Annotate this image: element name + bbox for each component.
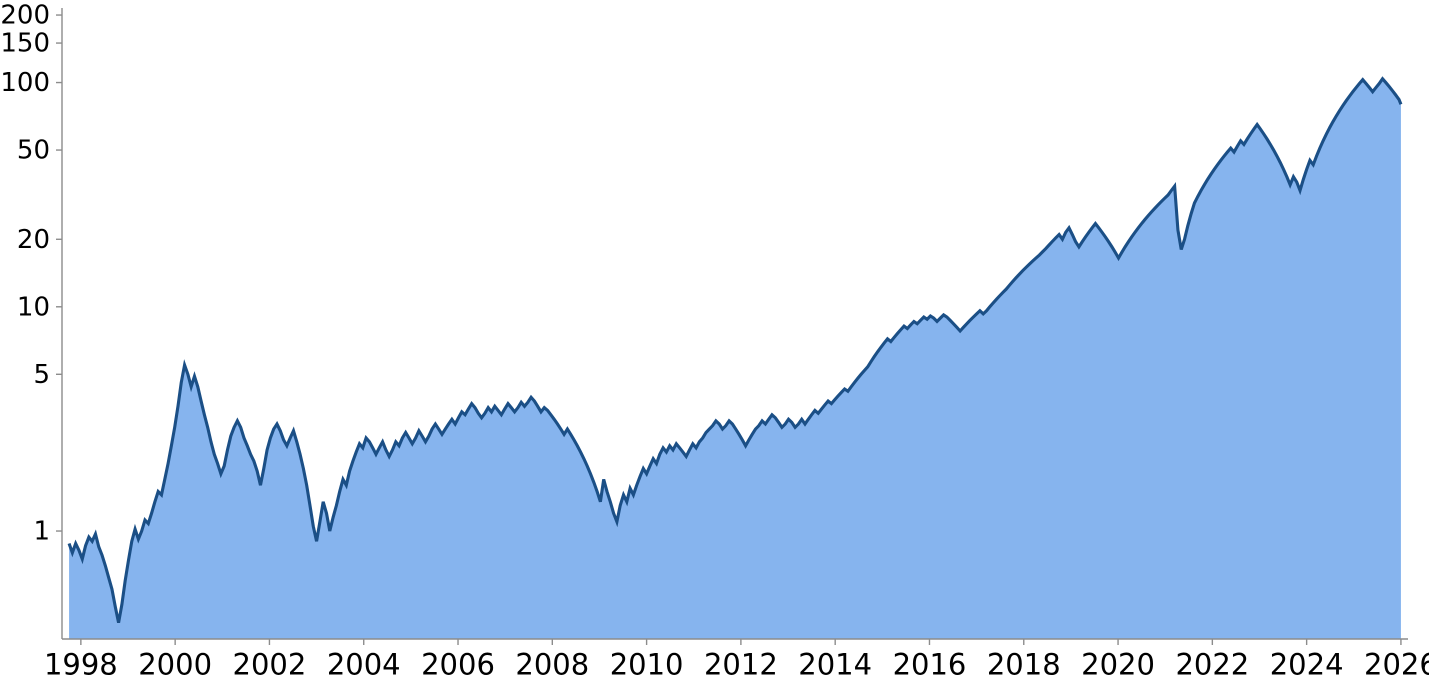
x-tick-label: 1998 — [44, 648, 118, 682]
y-tick-label: 20 — [17, 225, 50, 255]
y-tick-label: 50 — [17, 136, 50, 166]
x-tick-label: 2024 — [1270, 648, 1344, 682]
y-tick-label: 10 — [17, 292, 50, 322]
y-tick-label: 150 — [0, 29, 50, 59]
x-tick-label: 2000 — [138, 648, 212, 682]
x-tick-label: 2010 — [610, 648, 684, 682]
x-tick-label: 2026 — [1364, 648, 1429, 682]
y-tick-label: 200 — [0, 1, 50, 31]
axis-spines — [61, 8, 1408, 640]
series-line — [67, 76, 1403, 624]
x-tick-label: 2004 — [327, 648, 401, 682]
y-tick-label: 1 — [33, 517, 50, 547]
y-tick-label: 100 — [0, 68, 50, 98]
series-area-fill — [69, 78, 1401, 640]
x-tick-label: 2022 — [1175, 648, 1249, 682]
y-tick-label: 5 — [33, 360, 50, 390]
x-tick-label: 2002 — [233, 648, 307, 682]
x-tick-label: 2012 — [704, 648, 778, 682]
x-tick-label: 2018 — [987, 648, 1061, 682]
x-tick-label: 2008 — [515, 648, 589, 682]
x-tick-label: 2016 — [893, 648, 967, 682]
x-axis-ticks: 1998 2000 2002 2004 2006 2008 2010 2012 2014 2016… — [44, 639, 1429, 682]
x-tick-label: 2014 — [798, 648, 872, 682]
x-tick-label: 2020 — [1081, 648, 1155, 682]
x-tick-label: 2006 — [421, 648, 495, 682]
